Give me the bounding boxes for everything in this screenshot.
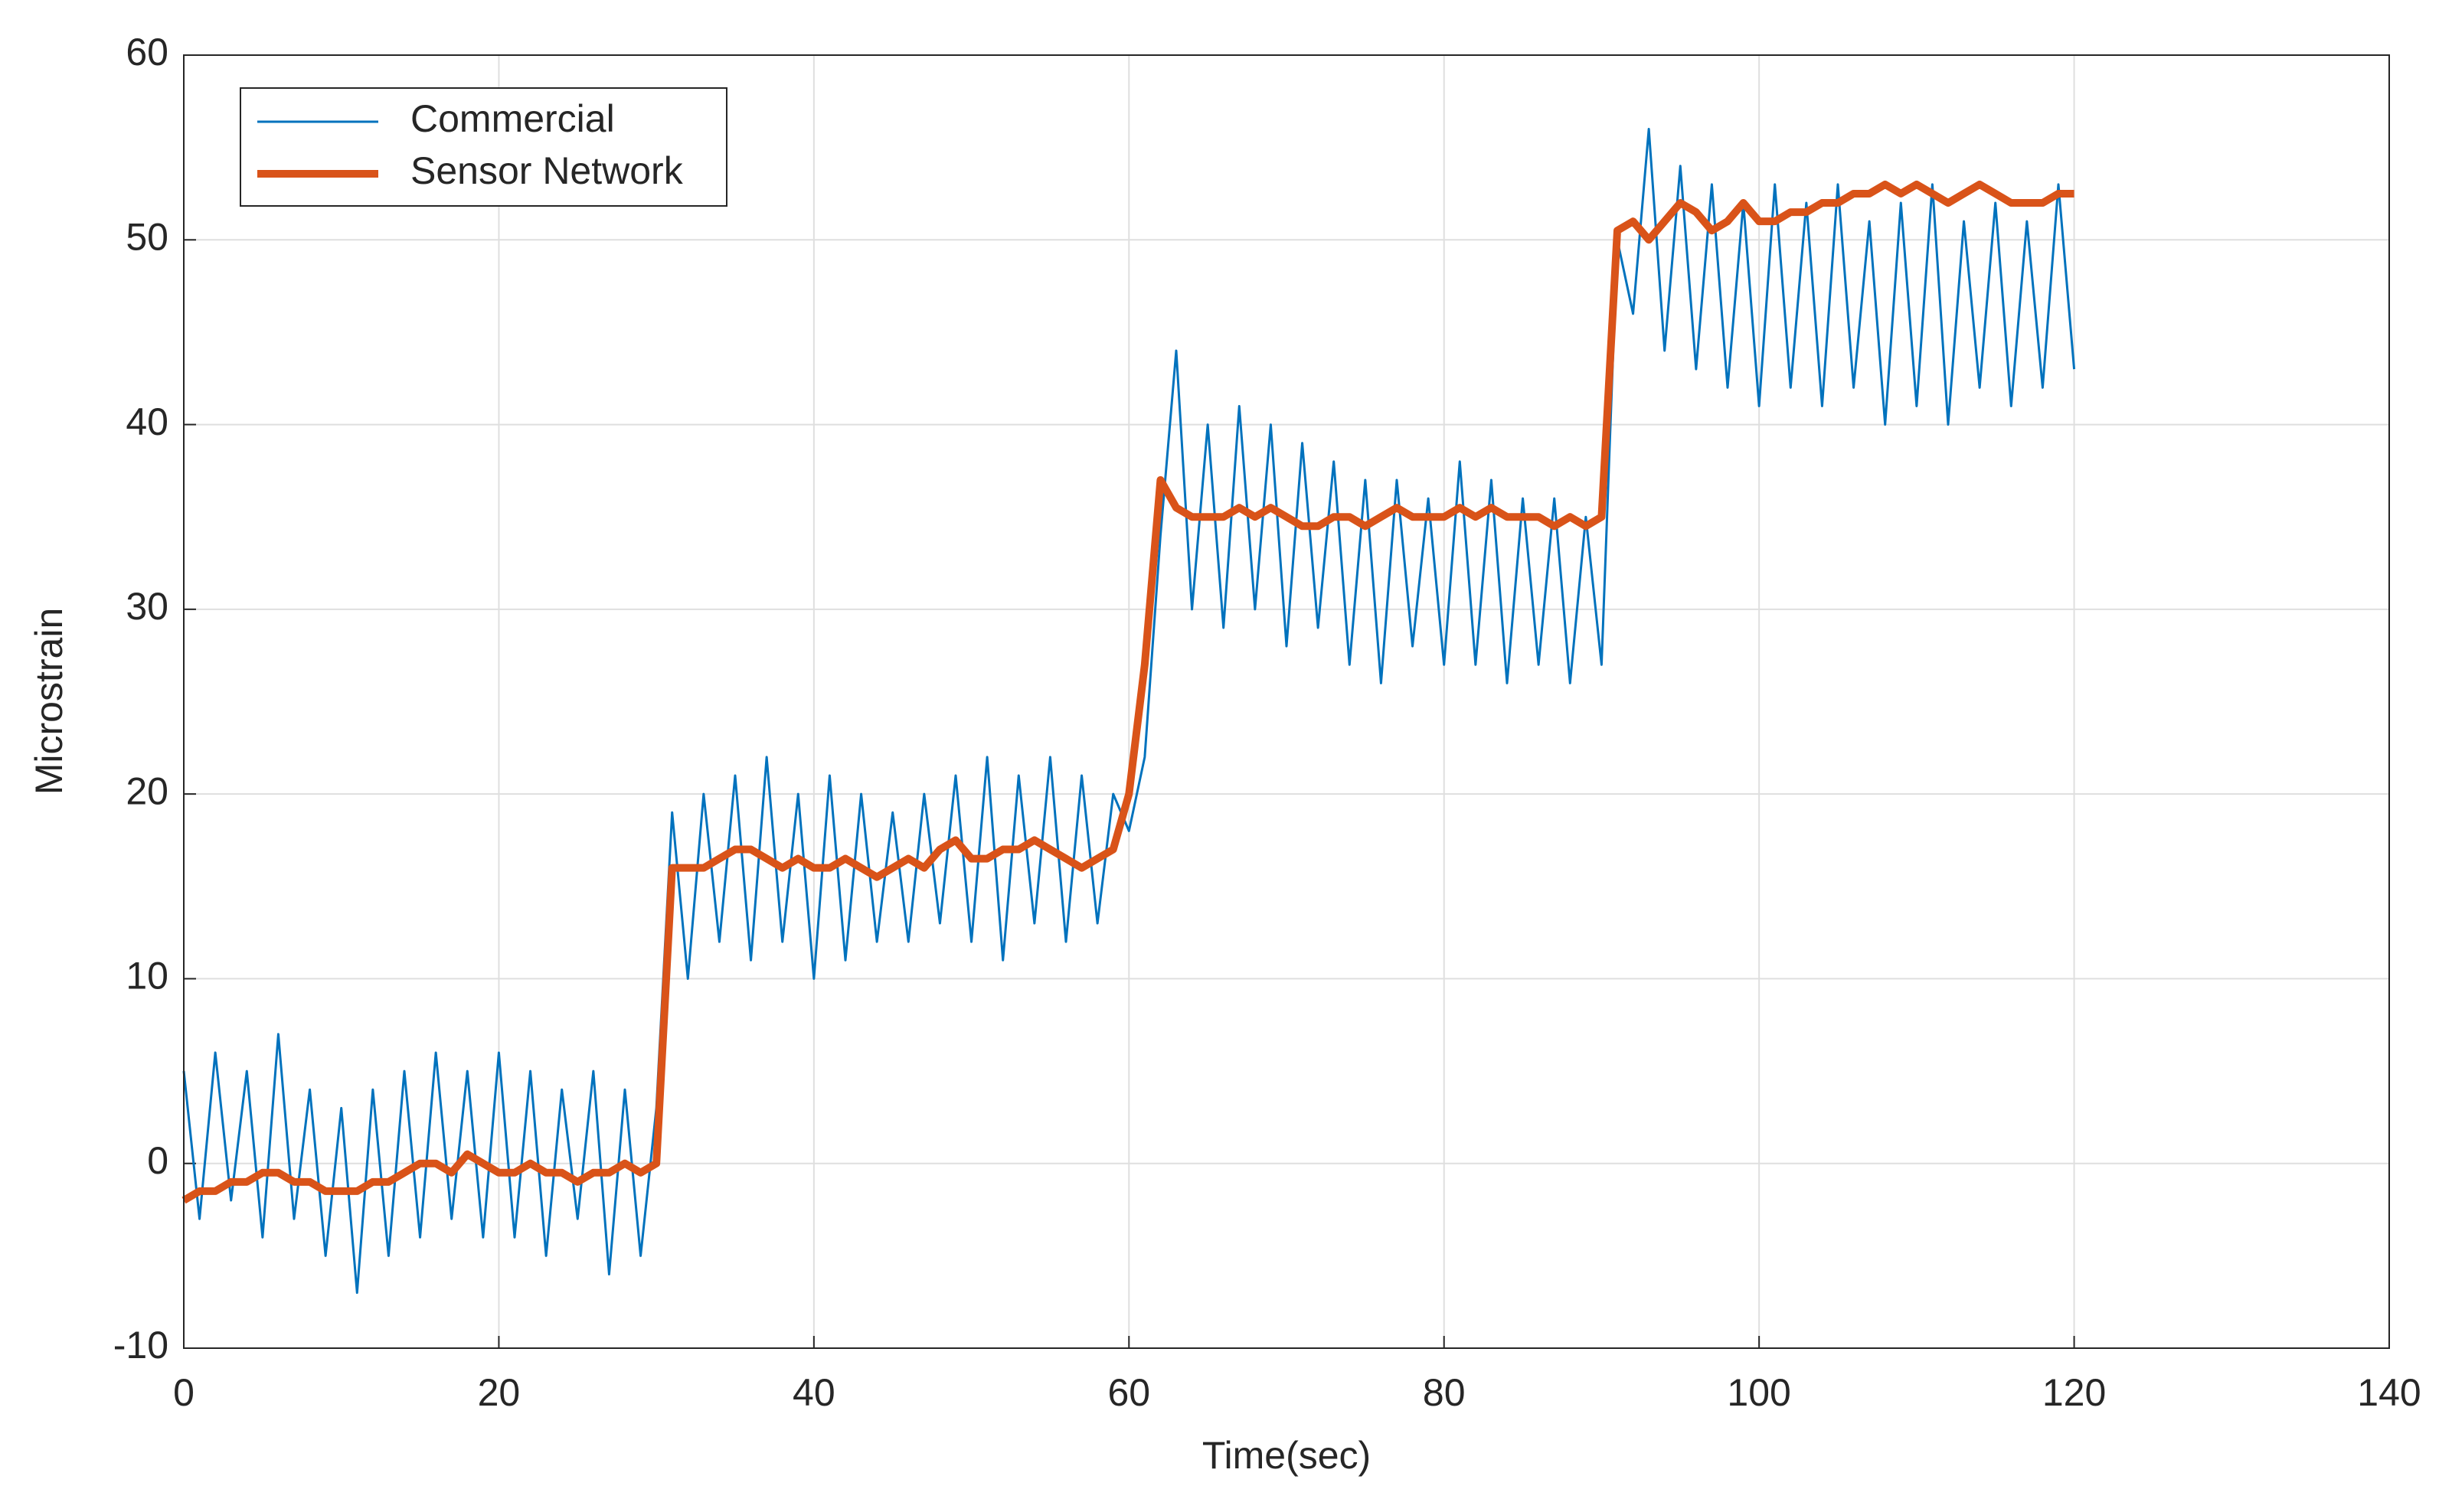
x-tick-label: 0 <box>173 1371 195 1414</box>
x-axis-label: Time(sec) <box>1202 1434 1371 1477</box>
x-tick-label: 120 <box>2042 1371 2106 1414</box>
x-tick-label: 100 <box>1727 1371 1790 1414</box>
x-tick-label: 80 <box>1423 1371 1466 1414</box>
x-tick-label: 40 <box>793 1371 835 1414</box>
y-tick-label: -10 <box>113 1324 168 1367</box>
y-tick-label: 10 <box>126 955 168 998</box>
y-tick-label: 50 <box>126 215 168 258</box>
legend-label: Sensor Network <box>410 149 684 192</box>
plot-area <box>184 55 2389 1348</box>
y-tick-label: 20 <box>126 769 168 812</box>
y-tick-label: 40 <box>126 400 168 443</box>
x-tick-label: 20 <box>478 1371 521 1414</box>
series-line <box>181 180 2074 1204</box>
y-tick-label: 0 <box>147 1139 168 1182</box>
y-tick-label: 60 <box>126 31 168 73</box>
y-tick-label: 30 <box>126 585 168 628</box>
x-tick-label: 140 <box>2357 1371 2421 1414</box>
axes-box <box>183 54 2390 1349</box>
x-tick-label: 60 <box>1107 1371 1150 1414</box>
series-line <box>182 128 2076 1295</box>
legend-box <box>240 87 727 207</box>
y-axis-label: Microstrain <box>28 608 70 795</box>
legend-label: Commercial <box>410 97 615 140</box>
